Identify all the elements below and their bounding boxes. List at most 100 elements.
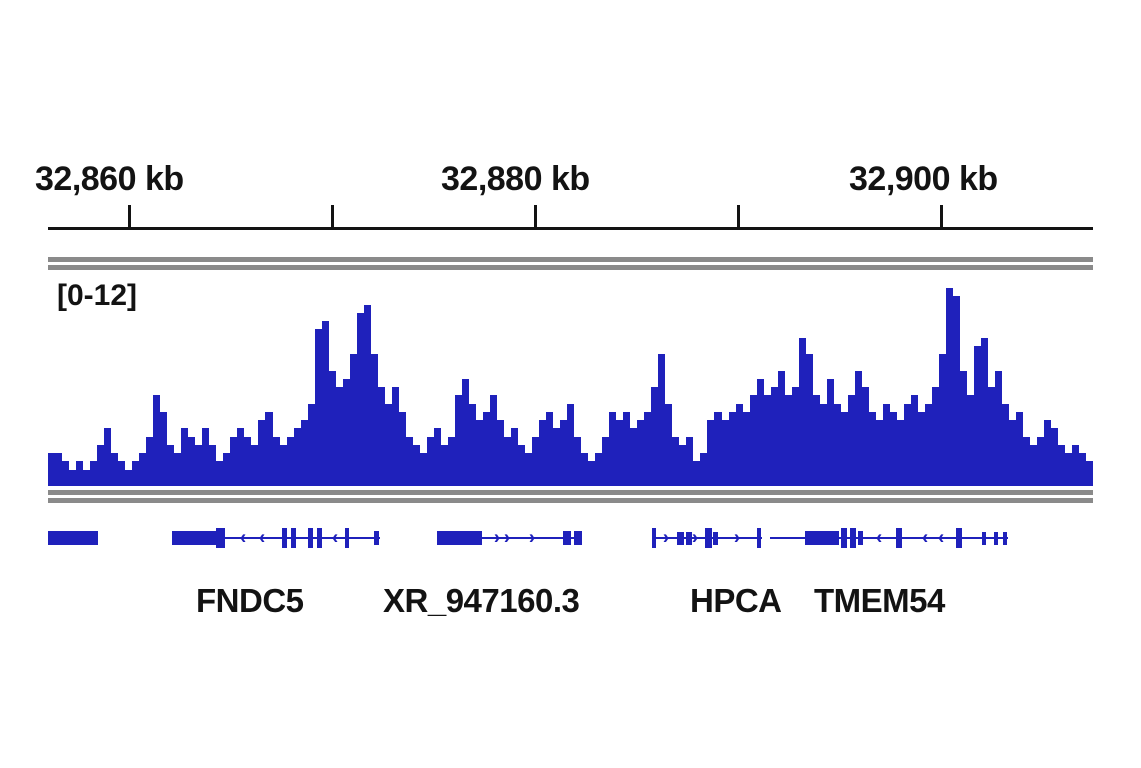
coverage-bar [882,403,890,486]
gene-exon [686,531,692,545]
coverage-bar [525,453,533,486]
gene-labels: FNDC5 XR_947160.3 HPCA TMEM54 [0,582,1141,626]
gene-intron-line [437,537,582,539]
coverage-bar [868,411,876,486]
coverage-bar [1058,444,1066,486]
coverage-bar [581,453,589,486]
coverage-bar [265,411,273,486]
coverage-bar [167,444,175,486]
coverage-bar [1023,436,1031,486]
gene-exon [48,531,98,545]
coverage-bar [188,436,196,486]
coverage-bar [447,436,455,486]
strand-arrow-left-icon: ‹ [258,527,266,549]
coverage-bar [728,411,736,486]
coverage-bar [812,395,820,486]
coverage-bar [560,420,568,486]
coverage-bar [623,411,631,486]
ruler-tick [128,205,131,229]
coverage-bar [896,420,904,486]
strand-arrow-right-icon: › [733,527,741,549]
gene-exon [956,528,962,548]
ruler-axis-line [48,227,1093,230]
coverage-bar [917,411,925,486]
coverage-bar [553,428,561,486]
coverage-bar [700,453,708,486]
coverage-bar [889,411,897,486]
coverage-bar [967,395,975,486]
coverage-bar [412,444,420,486]
coverage-bar [300,420,308,486]
coverage-bar [146,436,154,486]
coverage-bar [946,288,954,486]
coverage-bar [433,428,441,486]
coverage-bar [588,461,596,486]
coverage-bar [405,436,413,486]
coverage-bar [679,444,687,486]
coverage-bar [819,403,827,486]
coverage-bar [97,444,105,486]
coverage-bar [377,387,385,486]
gene-exon [841,528,847,548]
coverage-bar [693,461,701,486]
gene-exon [345,528,349,548]
coverage-bar [384,403,392,486]
coverage-bar [328,370,336,486]
gene-exon [896,528,902,548]
gene-label-xr-947160-3: XR_947160.3 [383,582,580,619]
gene-exon [574,531,582,545]
coverage-bar [1037,436,1045,486]
coverage-bar [1079,453,1087,486]
ruler-tick-label: 32,860 kb [35,160,184,198]
coverage-bar [763,395,771,486]
ruler-labels: 32,860 kb 32,880 kb 32,900 kb [0,160,1141,204]
strand-arrow-right-icon: › [528,527,536,549]
coverage-bar [356,312,364,486]
coverage-bar [875,420,883,486]
strand-arrow-right-icon: › [691,527,699,549]
coverage-bar [1072,444,1080,486]
coverage-bar [314,329,322,486]
coverage-bar [62,461,70,486]
coverage-bar [307,403,315,486]
coverage-bar [721,420,729,486]
strand-arrow-left-icon: ‹ [331,527,339,549]
coverage-bar [419,453,427,486]
coverage-bar [995,370,1003,486]
gene-exon [757,528,761,548]
coverage-bar [293,428,301,486]
coverage-bar [847,395,855,486]
gene-exon [858,531,863,545]
coverage-bar [426,436,434,486]
gene-label-fndc5: FNDC5 [196,582,304,619]
coverage-bar [504,436,512,486]
coverage-bar [658,354,666,486]
gene-label-tmem54: TMEM54 [814,582,945,619]
gene-exon [1003,531,1007,545]
coverage-bar [48,453,56,486]
strand-arrow-left-icon: ‹ [937,527,945,549]
coverage-bar [111,453,119,486]
coverage-bar [953,296,961,486]
coverage-bar [854,370,862,486]
gene-exon [374,531,379,545]
coverage-bar [230,436,238,486]
coverage-bar [924,403,932,486]
coverage-bar [216,461,224,486]
coverage-bar [391,387,399,486]
coverage-bar [938,354,946,486]
coverage-bar [833,403,841,486]
coverage-bar [118,461,126,486]
coverage-bar [742,411,750,486]
coverage-bar [440,444,448,486]
coverage-bar [363,304,371,486]
coverage-bar [595,453,603,486]
coverage-bar [644,411,652,486]
coverage-bar [342,378,350,486]
coverage-bar [482,411,490,486]
coverage-bar [125,469,133,486]
coverage-bar [370,354,378,486]
gene-exon [982,531,986,545]
gene-exon [563,531,571,545]
coverage-bar [195,444,203,486]
